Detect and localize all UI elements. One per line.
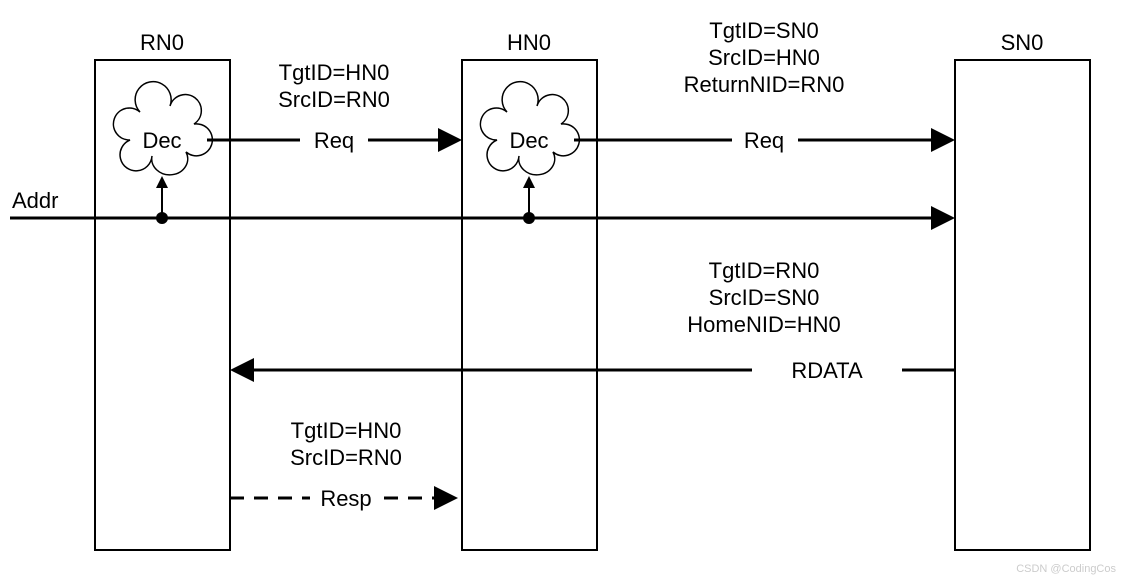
resp-label: Resp (320, 486, 371, 511)
dec-label-rn0: Dec (142, 128, 181, 153)
rn0-title: RN0 (140, 30, 184, 55)
sn0-title: SN0 (1001, 30, 1044, 55)
req2-meta-2: ReturnNID=RN0 (684, 72, 845, 97)
dec-label-hn0: Dec (509, 128, 548, 153)
dec-cloud-hn0: Dec (480, 82, 579, 175)
addr-label: Addr (12, 188, 58, 213)
addr-bus: Addr (10, 178, 951, 224)
req2-label: Req (744, 128, 784, 153)
hn0-title: HN0 (507, 30, 551, 55)
req1-meta-0: TgtID=HN0 (279, 60, 390, 85)
rdata-meta-1: SrcID=SN0 (709, 285, 820, 310)
arrow-req1: TgtID=HN0 SrcID=RN0 Req (207, 60, 458, 153)
resp-meta-1: SrcID=RN0 (290, 445, 402, 470)
req1-label: Req (314, 128, 354, 153)
req1-meta-1: SrcID=RN0 (278, 87, 390, 112)
watermark: CSDN @CodingCos (1016, 563, 1116, 575)
resp-meta-0: TgtID=HN0 (291, 418, 402, 443)
node-sn0: SN0 (955, 30, 1090, 550)
rdata-meta-2: HomeNID=HN0 (687, 312, 840, 337)
req2-meta-1: SrcID=HN0 (708, 45, 820, 70)
rdata-meta-0: TgtID=RN0 (709, 258, 820, 283)
rdata-label: RDATA (791, 358, 863, 383)
arrow-req2: TgtID=SN0 SrcID=HN0 ReturnNID=RN0 Req (574, 18, 951, 153)
protocol-diagram: RN0 HN0 SN0 Dec Dec TgtID=HN0 SrcID=RN0 … (0, 0, 1124, 581)
dec-cloud-rn0: Dec (113, 82, 212, 175)
arrow-rdata: TgtID=RN0 SrcID=SN0 HomeNID=HN0 RDATA (234, 258, 955, 383)
arrow-resp: TgtID=HN0 SrcID=RN0 Resp (230, 418, 454, 511)
req2-meta-0: TgtID=SN0 (709, 18, 818, 43)
